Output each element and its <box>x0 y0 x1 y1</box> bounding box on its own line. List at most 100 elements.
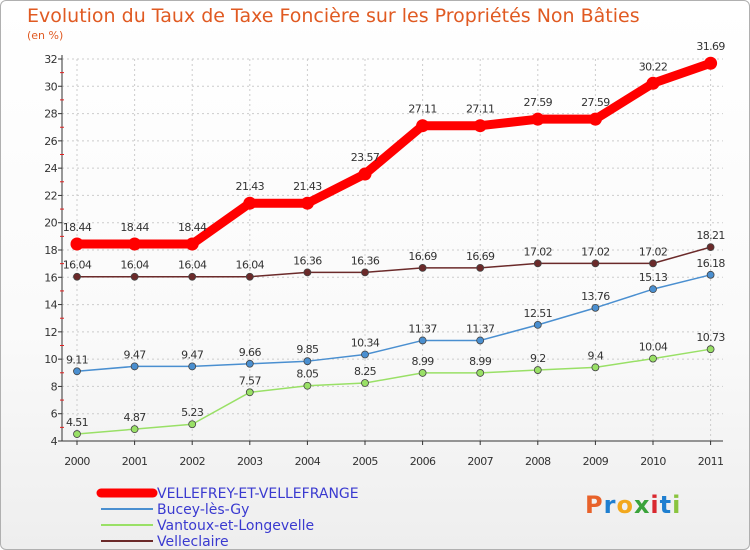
y-tick-label: 28 <box>44 108 57 121</box>
logo-letter: P <box>585 491 604 519</box>
data-point <box>704 56 718 70</box>
data-point <box>243 196 257 210</box>
data-point <box>418 263 427 272</box>
data-point <box>188 272 197 281</box>
data-point <box>646 76 660 90</box>
data-label: 11.37 <box>466 322 495 335</box>
y-tick-label: 14 <box>44 299 57 312</box>
logo-letter: o <box>616 491 634 519</box>
data-label: 16.69 <box>408 250 437 263</box>
data-point <box>130 425 139 434</box>
data-label: 4.51 <box>66 416 88 429</box>
y-tick-label: 10 <box>44 353 57 366</box>
data-point <box>533 320 542 329</box>
data-label: 31.69 <box>696 40 725 53</box>
legend-label: Bucey-lès-Gy <box>157 502 249 518</box>
x-tick-label: 2008 <box>525 455 551 468</box>
data-point <box>73 272 81 281</box>
series-line <box>76 274 712 373</box>
data-point <box>706 270 715 279</box>
data-point <box>649 285 657 294</box>
data-point <box>303 357 312 366</box>
x-tick-label: 2004 <box>295 455 321 468</box>
data-label: 9.4 <box>588 349 604 362</box>
data-label: 27.11 <box>408 103 437 116</box>
y-tick-label: 22 <box>44 189 57 202</box>
data-point <box>706 243 715 252</box>
data-point <box>473 119 487 133</box>
data-label: 17.02 <box>639 245 668 258</box>
data-point <box>476 263 485 272</box>
data-label: 4.87 <box>124 411 147 424</box>
data-point <box>73 367 81 376</box>
data-label: 21.43 <box>236 180 265 193</box>
data-point <box>476 336 485 345</box>
y-tick-label: 6 <box>51 408 58 421</box>
data-label: 23.57 <box>351 151 380 164</box>
data-point <box>245 359 254 368</box>
y-tick-label: 16 <box>44 271 57 284</box>
y-tick-label: 24 <box>44 162 57 175</box>
data-label: 27.11 <box>466 103 495 116</box>
y-tick-label: 18 <box>44 244 57 257</box>
data-label: 9.2 <box>530 352 546 365</box>
data-label: 10.04 <box>639 341 668 354</box>
x-tick-label: 2010 <box>640 455 666 468</box>
data-label: 9.85 <box>296 343 319 356</box>
y-tick-label: 12 <box>44 326 57 339</box>
data-label: 8.25 <box>354 365 377 378</box>
data-point <box>531 112 545 126</box>
data-label: 18.21 <box>696 229 725 242</box>
x-tick-label: 2005 <box>352 455 378 468</box>
x-tick-label: 2009 <box>583 455 609 468</box>
data-point <box>649 259 657 268</box>
data-label: 27.59 <box>581 96 610 109</box>
x-tick-label: 2007 <box>467 455 493 468</box>
y-tick-label: 32 <box>44 53 57 66</box>
x-tick-label: 2002 <box>179 455 205 468</box>
data-label: 8.99 <box>412 355 435 368</box>
data-label: 30.22 <box>639 60 668 73</box>
legend-label: Vantoux-et-Longevelle <box>157 518 314 534</box>
x-tick-label: 2001 <box>122 455 148 468</box>
data-point <box>418 369 427 377</box>
data-label: 9.47 <box>124 348 147 361</box>
data-label: 15.13 <box>639 271 668 284</box>
data-label: 10.34 <box>351 337 380 350</box>
data-label: 7.57 <box>239 374 262 387</box>
y-tick-label: 4 <box>51 435 58 448</box>
data-label: 16.36 <box>293 254 322 267</box>
data-label: 18.44 <box>178 221 207 234</box>
data-point <box>303 268 312 277</box>
data-label: 18.44 <box>120 221 149 234</box>
data-point <box>361 379 369 387</box>
data-point <box>128 237 142 251</box>
data-point <box>361 350 369 359</box>
data-point <box>588 112 602 126</box>
data-label: 13.76 <box>581 290 610 303</box>
data-point <box>130 362 139 371</box>
x-tick-label: 2000 <box>64 455 90 468</box>
data-label: 17.02 <box>581 245 610 258</box>
data-label: 17.02 <box>524 245 553 258</box>
x-tick-label: 2003 <box>237 455 263 468</box>
data-point <box>188 420 197 429</box>
data-point <box>361 268 369 277</box>
data-label: 12.51 <box>524 307 553 320</box>
data-point <box>533 259 542 268</box>
data-point <box>245 272 254 281</box>
data-point <box>591 259 600 268</box>
data-label: 16.69 <box>466 250 495 263</box>
proxiti-logo: Proxiti <box>585 491 681 519</box>
logo-letter: t <box>659 491 673 519</box>
y-tick-label: 30 <box>44 80 57 93</box>
data-label: 9.66 <box>239 346 262 359</box>
series-line <box>76 348 712 435</box>
data-label: 16.04 <box>178 259 207 272</box>
y-tick-label: 20 <box>44 217 57 230</box>
data-point <box>188 362 197 371</box>
chart-title: Evolution du Taux de Taxe Foncière sur l… <box>27 5 640 27</box>
data-point <box>418 336 427 345</box>
